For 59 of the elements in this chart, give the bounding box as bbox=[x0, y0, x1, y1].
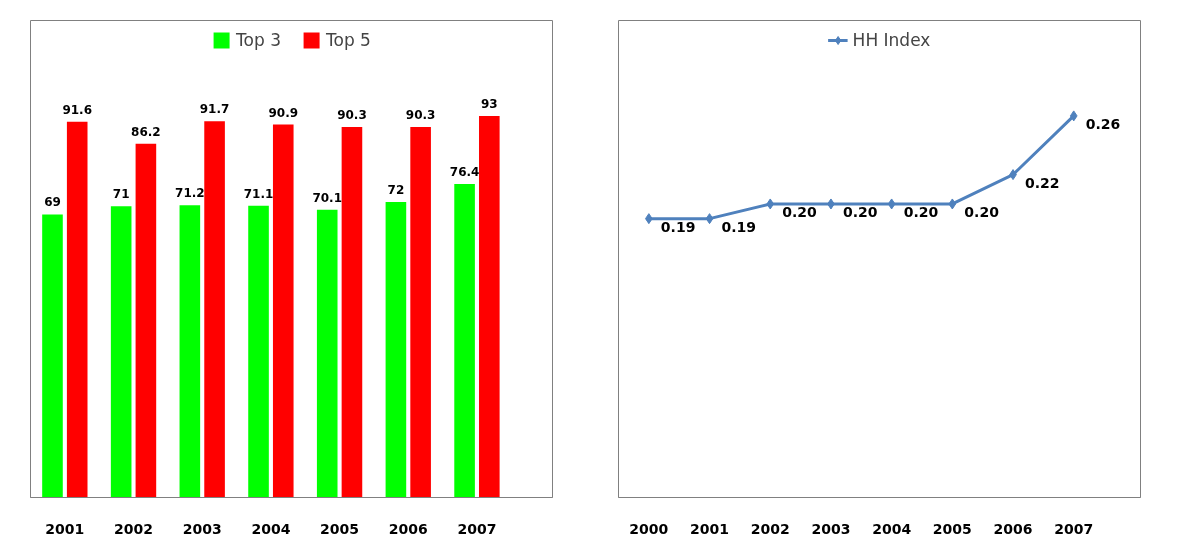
bar bbox=[110, 206, 132, 498]
data-label: 0.22 bbox=[1025, 174, 1060, 191]
legend-label: Top 3 bbox=[236, 30, 281, 50]
data-label: 76.4 bbox=[449, 165, 480, 180]
data-label: 69 bbox=[44, 195, 61, 210]
x-tick-label: 2001 bbox=[45, 520, 85, 537]
data-label: 71.1 bbox=[243, 186, 274, 201]
data-label: 91.7 bbox=[199, 102, 230, 117]
bar bbox=[316, 209, 338, 498]
bar bbox=[454, 184, 475, 498]
x-tick-label: 2000 bbox=[629, 520, 669, 537]
bar bbox=[248, 205, 269, 498]
bar bbox=[341, 126, 363, 498]
data-label: 90.9 bbox=[268, 105, 299, 120]
bar bbox=[204, 121, 225, 498]
legend-label: Top 5 bbox=[326, 30, 371, 50]
x-tick-label: 2003 bbox=[182, 520, 222, 537]
data-label: 0.20 bbox=[964, 203, 1000, 220]
bar bbox=[479, 115, 500, 498]
x-tick-label: 2007 bbox=[1054, 520, 1094, 537]
bar bbox=[410, 126, 431, 498]
data-label: 90.3 bbox=[337, 107, 367, 122]
data-label: 71.2 bbox=[175, 186, 205, 201]
data-label: 0.19 bbox=[721, 218, 757, 235]
data-label: 0.19 bbox=[660, 218, 696, 235]
data-label: 71 bbox=[112, 187, 130, 202]
bar bbox=[135, 143, 157, 498]
bar bbox=[272, 124, 294, 498]
data-label: 0.20 bbox=[903, 203, 939, 220]
data-label: 86.2 bbox=[131, 124, 161, 139]
x-tick-label: 2006 bbox=[993, 520, 1033, 537]
data-label: 70.1 bbox=[312, 190, 343, 205]
bar bbox=[385, 202, 407, 498]
x-tick-label: 2002 bbox=[114, 520, 154, 537]
data-label: 0.20 bbox=[782, 203, 818, 220]
x-tick-label: 2005 bbox=[320, 520, 360, 537]
data-label: 93 bbox=[480, 96, 498, 111]
bar bbox=[42, 214, 63, 498]
bar bbox=[66, 121, 88, 498]
data-label: 72 bbox=[387, 183, 405, 198]
point bbox=[766, 198, 775, 210]
point bbox=[948, 198, 957, 210]
data-label: 91.6 bbox=[62, 102, 93, 117]
bar bbox=[179, 205, 201, 498]
point bbox=[705, 213, 714, 225]
x-tick-label: 2006 bbox=[388, 520, 428, 537]
data-label: 0.20 bbox=[842, 203, 878, 220]
x-tick-label: 2001 bbox=[690, 520, 730, 537]
data-label: 90.3 bbox=[405, 107, 436, 122]
x-tick-label: 2002 bbox=[750, 520, 790, 537]
x-tick-label: 2004 bbox=[872, 520, 912, 537]
x-tick-label: 2004 bbox=[251, 520, 291, 537]
point bbox=[887, 198, 896, 210]
data-label: 0.26 bbox=[1085, 115, 1121, 132]
point bbox=[1069, 110, 1078, 122]
x-tick-label: 2007 bbox=[457, 520, 497, 537]
x-tick-label: 2003 bbox=[811, 520, 851, 537]
x-tick-label: 2005 bbox=[932, 520, 972, 537]
legend-label: HH Index bbox=[852, 30, 931, 50]
